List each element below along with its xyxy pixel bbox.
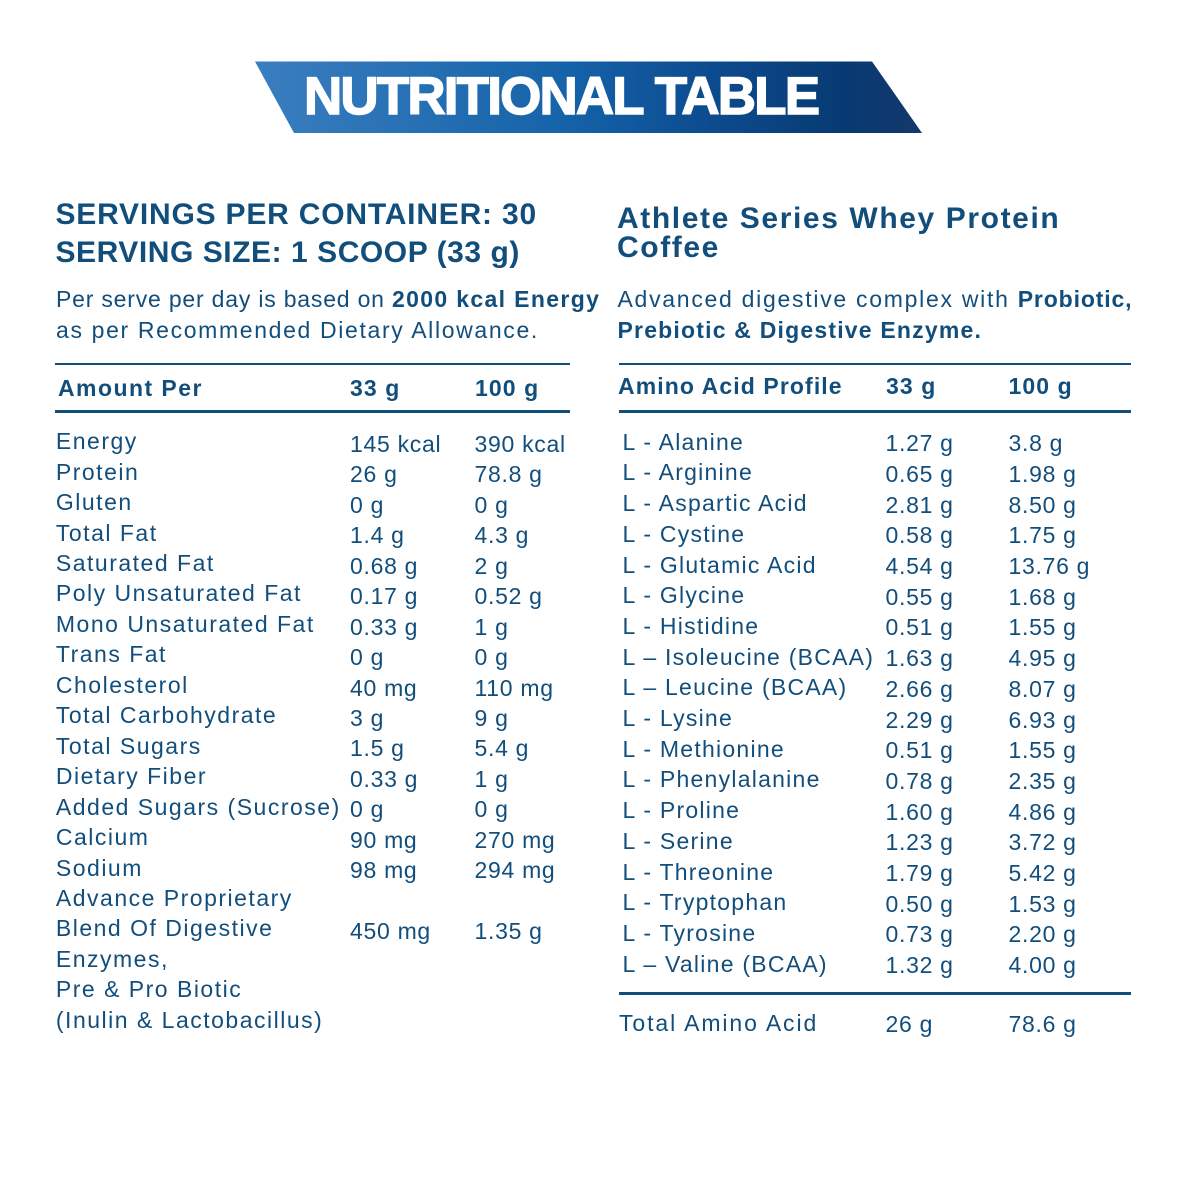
svg-text:NUTRITIONAL TABLE: NUTRITIONAL TABLE	[304, 67, 819, 126]
